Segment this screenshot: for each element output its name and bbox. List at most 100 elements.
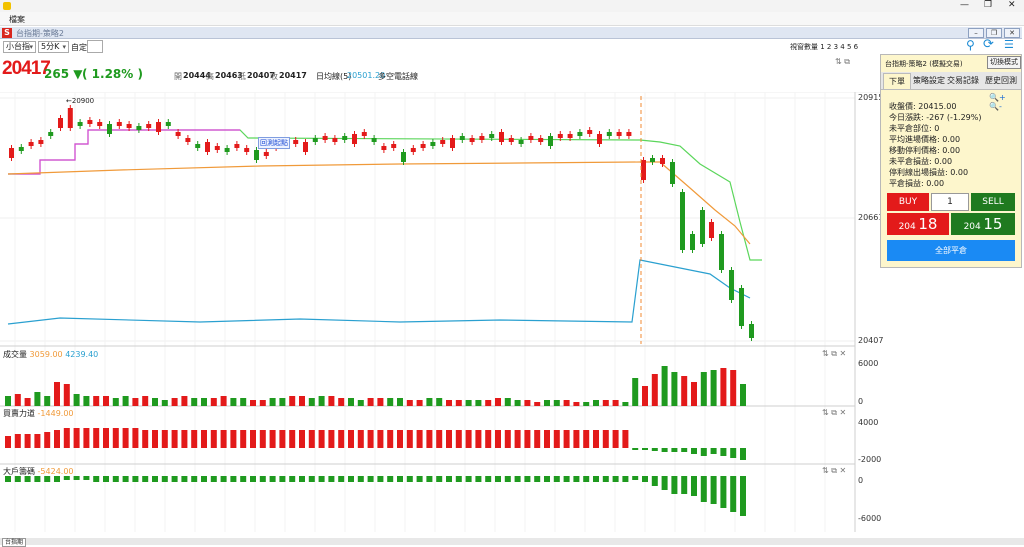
sub-restore-icon[interactable]: ❐ [986,28,1002,38]
candle-body [440,140,446,144]
candle-body [28,142,34,146]
volume-bar [651,374,658,406]
buy-power-bar [397,430,403,448]
volume-bar [387,398,394,406]
buy-power-bar [691,448,697,454]
volume-bar [250,400,256,406]
big-player-bar [651,476,658,486]
sell-button[interactable]: SELL [971,193,1015,211]
chart-area[interactable] [0,92,880,532]
minimize-icon[interactable]: — [960,0,969,10]
big-player-bar [495,476,501,482]
candle-body [185,138,191,142]
symbol-select[interactable]: 小台指 ▾ [3,41,36,53]
buy-power-bar [671,448,678,452]
candle-body [401,152,406,162]
candle-body [577,132,583,136]
custom-label: 自定 [71,43,87,52]
screen-count[interactable]: 視窗數量 1 2 3 4 5 6 [790,43,859,51]
candle-body [195,144,201,148]
zoom-icons[interactable]: 🔍+ 🔍- [989,93,1006,111]
restore-icon[interactable]: ❐ [984,0,993,10]
volume-bar [14,394,21,406]
tab-order[interactable]: 下單 [883,73,911,89]
info-unrealized: 未平倉損益: 0.00 [889,157,953,166]
candle-body [254,150,259,160]
buy-power-bar [230,430,237,448]
list-settings-icon[interactable]: ☰ [1004,38,1014,51]
big-player-bar [181,476,188,482]
pin-icon[interactable]: ⚲ [966,38,975,52]
volume-bar [34,392,41,406]
buy-power-bar [661,448,668,452]
volume-bars [5,366,746,406]
status-tab[interactable]: 台指期 [2,538,27,547]
buy-power-bar [504,430,511,448]
switch-mode-button[interactable]: 切換模式 [987,56,1021,69]
tab-strategy[interactable]: 策略設定 [913,76,945,85]
period-select[interactable]: 5分K ▾ [38,41,69,53]
sell-price-button[interactable]: 204 15 [951,213,1015,235]
buy-power-bar [122,428,129,448]
buy-power-bar [93,428,100,448]
buy-power-bar [642,448,648,450]
buy-power-bar [348,430,354,448]
custom-input[interactable] [87,40,103,53]
volume-bar [416,400,423,406]
info-open-position: 未平倉部位: 0 [889,124,940,133]
candle-body [58,118,63,128]
big-player-bar [73,476,80,480]
buy-power-bar [602,430,609,448]
volume-bar [308,398,315,406]
volume-bar [142,396,149,406]
big-player-bar [328,476,335,482]
menu-file[interactable]: 檔案 [9,15,25,24]
volume-bar [328,396,335,406]
buy-power-bar [44,432,51,448]
ma-label: 日均線(5) [316,72,352,81]
close-icon[interactable]: ✕ [1008,0,1016,10]
sub-close-icon[interactable]: ✕ [1004,28,1020,38]
big-player-bar [573,476,580,482]
buy-button[interactable]: BUY [887,193,929,211]
candle-body [641,160,646,180]
close-label: 收 [270,72,278,81]
big-player-bar [436,476,443,482]
big-player-bar [259,476,266,482]
refresh-icon[interactable]: ⟳ [983,37,994,52]
volume-axis-bottom: 0 [858,397,864,406]
buy-power-bar [289,430,296,448]
big-player-bar [112,476,119,482]
toolbar: 小台指 ▾ 5分K ▾ 自定 視窗數量 1 2 3 4 5 6 ⚲ ⟳ ☰ [0,37,1022,54]
buy-power-bar [387,430,394,448]
volume-pane-tools-icon[interactable]: ⇅ ⧉ ✕ [822,349,847,358]
buy-power-bar [377,430,384,448]
candle-body [729,270,734,300]
tab-backtest[interactable]: 歷史回測 [985,76,1017,85]
moving-average-line [7,161,751,245]
tab-history[interactable]: 交易記錄 [947,76,979,85]
volume-bar [220,396,227,406]
volume-bar [573,402,580,406]
price-pane-tools-icon[interactable]: ⇅ ⧉ [835,57,850,66]
sub-minimize-icon[interactable]: – [968,28,984,38]
buy-price-button[interactable]: 204 18 [887,213,949,235]
volume-bar [475,400,482,406]
volume-bar [269,398,276,406]
quantity-input[interactable]: 1 [931,193,969,211]
close-all-button[interactable]: 全部平倉 [887,240,1015,261]
low-value: 20407 [247,71,275,80]
big-player-pane-tools-icon[interactable]: ⇅ ⧉ ✕ [822,466,847,475]
volume-bar [740,384,746,406]
buy-power-bar [367,430,374,448]
big-player-axis-top: 0 [858,476,864,485]
price-change-pct: ( 1.28% ) [82,67,143,81]
buy-power-pane-tools-icon[interactable]: ⇅ ⧉ ✕ [822,408,847,417]
big-player-bar [44,476,51,482]
candle-body [508,138,514,142]
buy-power-pane-label: 買賣力道 -1449.00 [3,409,74,418]
app-icon [3,2,11,10]
candle-body [391,144,397,148]
buy-power-bar [308,430,315,448]
volume-bar [661,366,668,406]
